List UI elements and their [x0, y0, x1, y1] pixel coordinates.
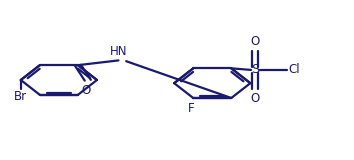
Text: O: O — [81, 84, 91, 97]
Text: Br: Br — [14, 89, 27, 103]
Text: O: O — [251, 92, 260, 105]
Text: S: S — [251, 63, 259, 76]
Text: O: O — [251, 35, 260, 48]
Text: F: F — [188, 102, 195, 115]
Text: HN: HN — [110, 45, 127, 58]
Text: Cl: Cl — [289, 63, 300, 76]
